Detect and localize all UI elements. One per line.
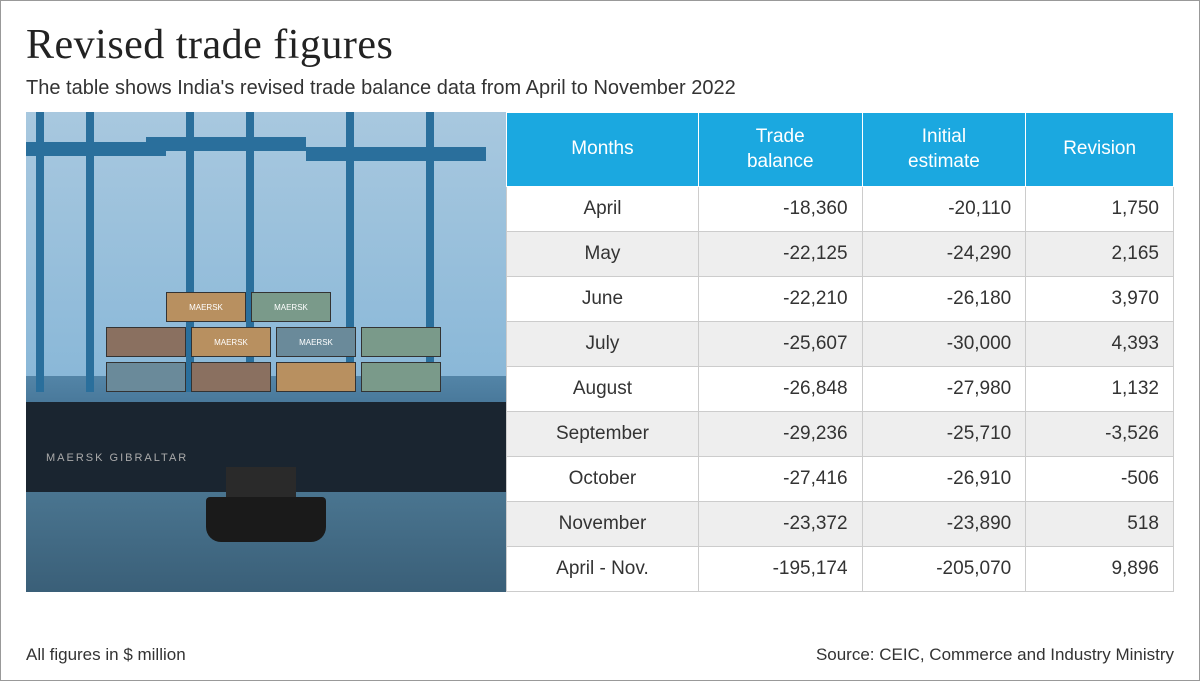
ship-port-image: MAERSK MAERSK MAERSK MAERSK MAERSK GIBRA… — [26, 112, 506, 592]
chart-title: Revised trade figures — [26, 21, 1174, 69]
table-row: May-22,125-24,2902,165 — [507, 232, 1174, 277]
table-row: April-18,360-20,1101,750 — [507, 187, 1174, 232]
table-row: June-22,210-26,1803,970 — [507, 277, 1174, 322]
table-body: April-18,360-20,1101,750 May-22,125-24,2… — [507, 187, 1174, 592]
footer-note-left: All figures in $ million — [26, 645, 186, 665]
chart-subtitle: The table shows India's revised trade ba… — [26, 77, 1174, 100]
table-row: July-25,607-30,0004,393 — [507, 322, 1174, 367]
col-trade-balance: Tradebalance — [698, 113, 862, 187]
table-row: November-23,372-23,890518 — [507, 502, 1174, 547]
col-months: Months — [507, 113, 699, 187]
table-row: August-26,848-27,9801,132 — [507, 367, 1174, 412]
table-row: September-29,236-25,710-3,526 — [507, 412, 1174, 457]
trade-figures-table: Months Tradebalance Initialestimate Revi… — [506, 112, 1174, 592]
table-row: October-27,416-26,910-506 — [507, 457, 1174, 502]
shipping-containers: MAERSK MAERSK MAERSK MAERSK — [106, 292, 486, 412]
footer-source: Source: CEIC, Commerce and Industry Mini… — [816, 645, 1174, 665]
ship-name: MAERSK GIBRALTAR — [46, 452, 188, 464]
footer: All figures in $ million Source: CEIC, C… — [26, 635, 1174, 665]
infographic-container: Revised trade figures The table shows In… — [0, 0, 1200, 681]
table-header-row: Months Tradebalance Initialestimate Revi… — [507, 113, 1174, 187]
table-row: April - Nov.-195,174-205,0709,896 — [507, 547, 1174, 592]
data-table-area: Months Tradebalance Initialestimate Revi… — [506, 112, 1174, 635]
col-revision: Revision — [1026, 113, 1174, 187]
content-row: MAERSK MAERSK MAERSK MAERSK MAERSK GIBRA… — [26, 112, 1174, 635]
col-initial-estimate: Initialestimate — [862, 113, 1026, 187]
tugboat — [206, 497, 326, 542]
